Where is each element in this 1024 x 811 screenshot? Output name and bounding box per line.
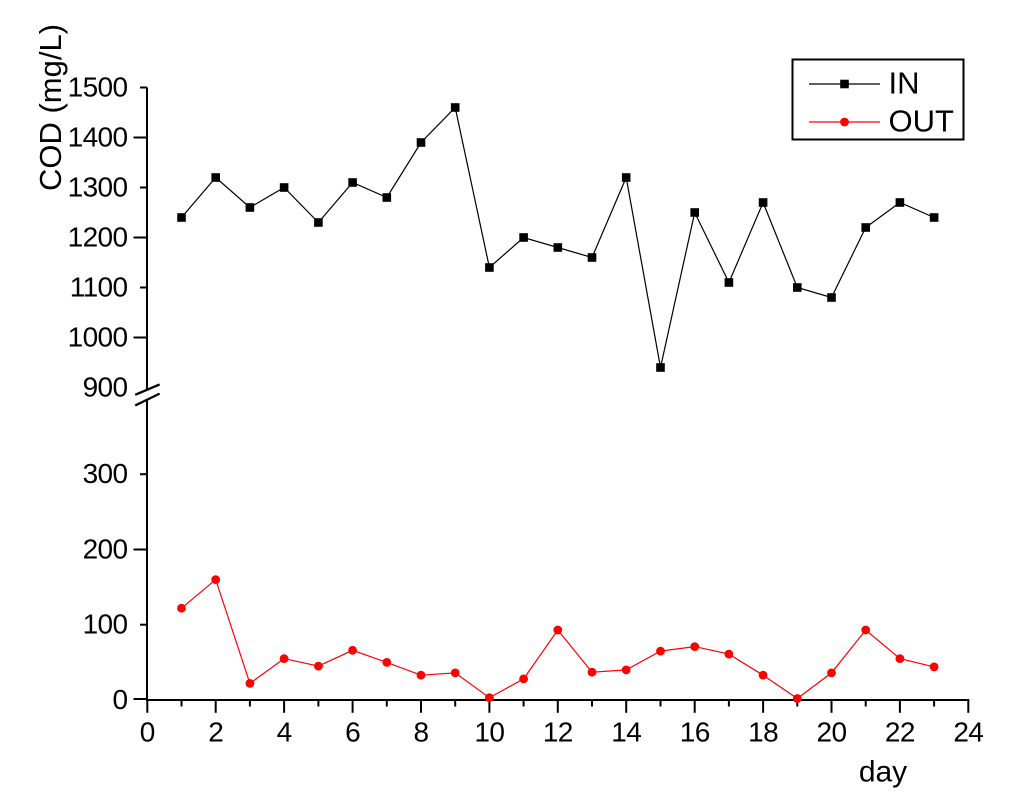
svg-text:8: 8 bbox=[414, 717, 429, 748]
svg-text:1400: 1400 bbox=[68, 122, 128, 153]
svg-text:0: 0 bbox=[113, 684, 128, 715]
svg-text:1500: 1500 bbox=[68, 72, 128, 103]
svg-text:OUT: OUT bbox=[889, 104, 955, 139]
svg-text:14: 14 bbox=[611, 717, 641, 748]
svg-text:6: 6 bbox=[345, 717, 360, 748]
svg-text:1200: 1200 bbox=[68, 222, 128, 253]
svg-text:900: 900 bbox=[83, 372, 128, 403]
svg-text:1100: 1100 bbox=[70, 272, 128, 303]
svg-text:0: 0 bbox=[140, 717, 155, 748]
svg-text:10: 10 bbox=[474, 717, 504, 748]
svg-text:300: 300 bbox=[83, 458, 128, 489]
svg-text:day: day bbox=[859, 756, 907, 789]
svg-text:2: 2 bbox=[208, 717, 223, 748]
svg-text:22: 22 bbox=[885, 717, 915, 748]
svg-text:4: 4 bbox=[277, 717, 292, 748]
svg-text:COD (mg/L): COD (mg/L) bbox=[33, 24, 68, 191]
svg-text:200: 200 bbox=[83, 534, 128, 565]
svg-text:18: 18 bbox=[748, 717, 778, 748]
svg-text:100: 100 bbox=[83, 609, 128, 640]
svg-text:20: 20 bbox=[817, 717, 847, 748]
svg-text:24: 24 bbox=[953, 717, 983, 748]
svg-text:1000: 1000 bbox=[68, 322, 128, 353]
svg-text:1300: 1300 bbox=[68, 172, 128, 203]
svg-text:12: 12 bbox=[543, 717, 573, 748]
svg-text:IN: IN bbox=[889, 66, 920, 101]
svg-text:16: 16 bbox=[680, 717, 710, 748]
